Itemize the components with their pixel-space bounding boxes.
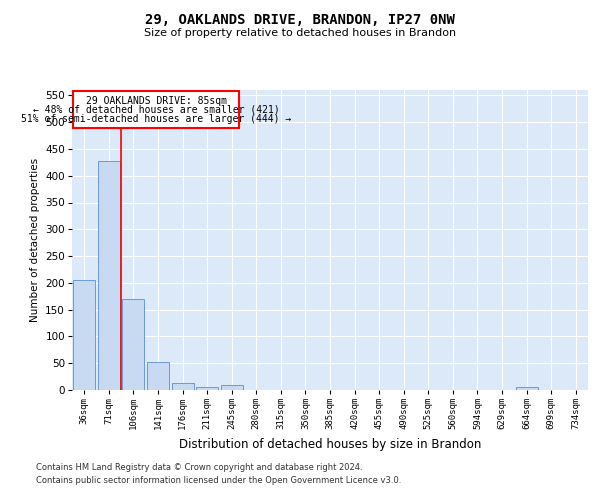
Bar <box>196 388 218 390</box>
Bar <box>122 299 145 390</box>
Bar <box>172 383 194 390</box>
Y-axis label: Number of detached properties: Number of detached properties <box>30 158 40 322</box>
Text: 51% of semi-detached houses are larger (444) →: 51% of semi-detached houses are larger (… <box>21 114 291 124</box>
Bar <box>98 161 120 390</box>
Bar <box>515 388 538 390</box>
Text: 29, OAKLANDS DRIVE, BRANDON, IP27 0NW: 29, OAKLANDS DRIVE, BRANDON, IP27 0NW <box>145 12 455 26</box>
Text: Contains HM Land Registry data © Crown copyright and database right 2024.: Contains HM Land Registry data © Crown c… <box>36 464 362 472</box>
Text: 29 OAKLANDS DRIVE: 85sqm: 29 OAKLANDS DRIVE: 85sqm <box>86 96 227 106</box>
X-axis label: Distribution of detached houses by size in Brandon: Distribution of detached houses by size … <box>179 438 481 450</box>
Bar <box>147 362 169 390</box>
Text: Size of property relative to detached houses in Brandon: Size of property relative to detached ho… <box>144 28 456 38</box>
Text: Contains public sector information licensed under the Open Government Licence v3: Contains public sector information licen… <box>36 476 401 485</box>
Bar <box>221 384 243 390</box>
Bar <box>73 91 239 128</box>
Bar <box>73 280 95 390</box>
Text: ← 48% of detached houses are smaller (421): ← 48% of detached houses are smaller (42… <box>33 105 280 115</box>
